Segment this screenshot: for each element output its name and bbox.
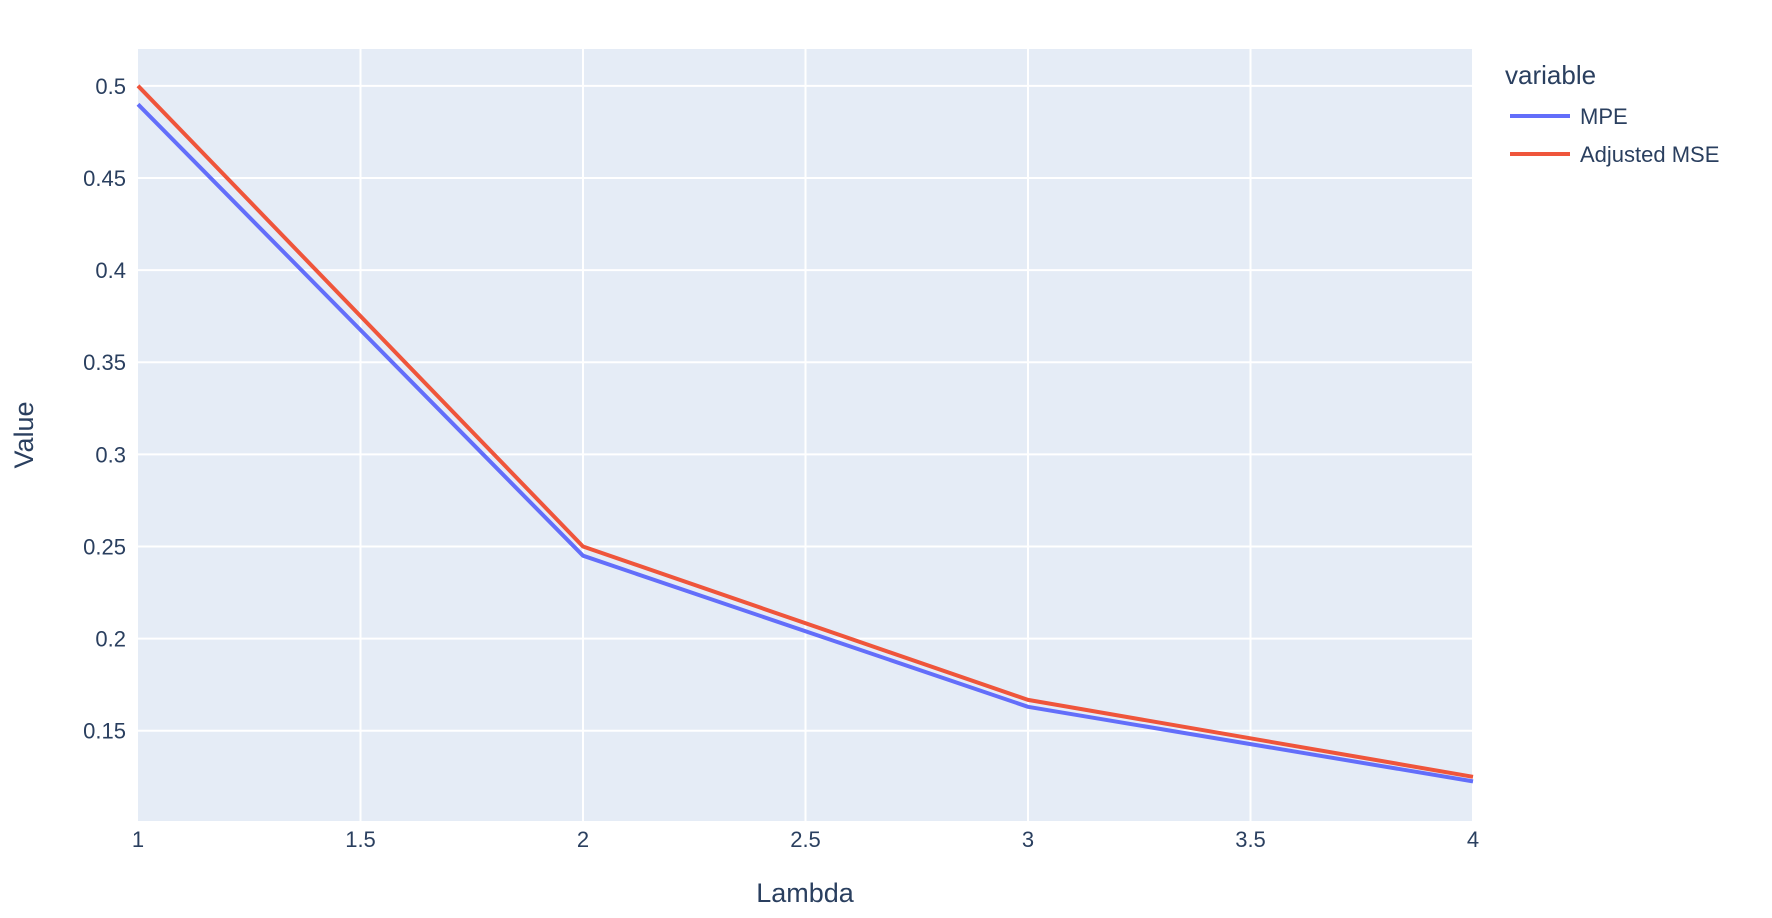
x-tick-label: 3.5 [1235, 827, 1266, 852]
legend[interactable]: variable MPE Adjusted MSE [1505, 60, 1719, 167]
y-tick-label: 0.15 [83, 719, 126, 744]
legend-item-mpe[interactable]: MPE [1510, 104, 1628, 129]
y-axis-title: Value [9, 401, 39, 468]
y-tick-label: 0.35 [83, 350, 126, 375]
y-tick-label: 0.45 [83, 166, 126, 191]
series-line-mpe[interactable] [136, 102, 1474, 784]
legend-title: variable [1505, 60, 1596, 90]
x-tick-label: 1 [132, 827, 144, 852]
x-tick-label: 2 [577, 827, 589, 852]
legend-item-adjusted-mse[interactable]: Adjusted MSE [1510, 142, 1719, 167]
x-tick-label: 2.5 [790, 827, 821, 852]
x-tick-label: 4 [1467, 827, 1479, 852]
y-axis-ticks: 0.15 0.2 0.25 0.3 0.35 0.4 0.45 0.5 [83, 74, 126, 744]
y-tick-label: 0.3 [95, 442, 126, 467]
y-tick-label: 0.2 [95, 627, 126, 652]
legend-label: Adjusted MSE [1580, 142, 1719, 167]
y-tick-label: 0.4 [95, 258, 126, 283]
legend-label: MPE [1580, 104, 1628, 129]
x-tick-label: 3 [1022, 827, 1034, 852]
series-layer [136, 84, 1474, 784]
grid-lines [138, 49, 1474, 821]
x-axis-ticks: 1 1.5 2 2.5 3 3.5 4 [132, 827, 1479, 852]
y-tick-label: 0.25 [83, 534, 126, 559]
y-tick-label: 0.5 [95, 74, 126, 99]
series-line-adjusted-mse[interactable] [136, 84, 1474, 779]
x-tick-label: 1.5 [345, 827, 376, 852]
legend-items: MPE Adjusted MSE [1510, 104, 1719, 167]
x-axis-title: Lambda [756, 878, 855, 908]
